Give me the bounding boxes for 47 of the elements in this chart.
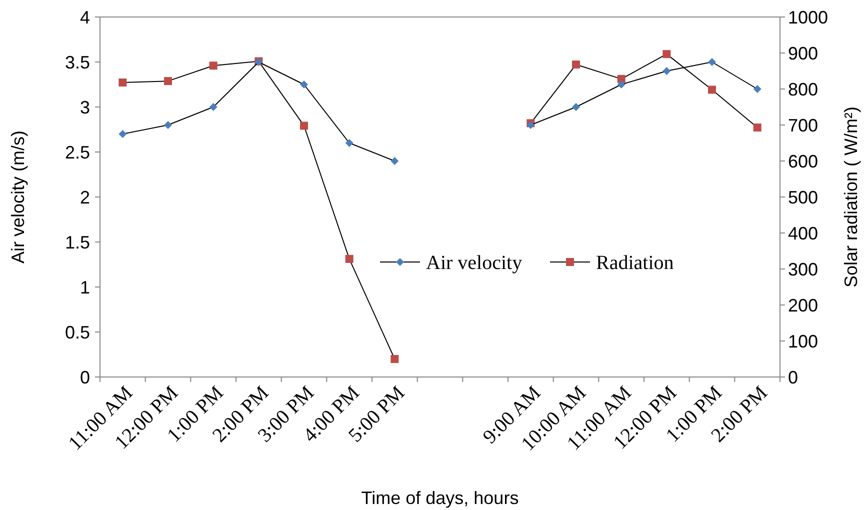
y2-axis-title: Solar radiation ( W/m²) [841,106,861,288]
point [572,60,580,69]
y2-tick-label: 1000 [788,7,828,28]
point [164,121,172,129]
point [390,355,399,363]
y2-tick-label: 500 [788,187,818,208]
y2-tick-label: 800 [788,79,818,100]
point [209,103,218,111]
y-tick-label: 3 [80,97,90,118]
point [390,157,399,165]
point [164,77,172,86]
point [708,86,716,94]
point [209,62,218,70]
y-tick-label: 3.5 [64,52,90,72]
y2-tick-label: 200 [788,295,818,316]
y-tick-label: 1.5 [64,232,90,252]
y2-tick-label: 600 [788,151,818,172]
point [300,80,308,88]
y2-tick-label: 300 [788,259,818,280]
point [118,78,127,87]
point [118,130,127,138]
point [662,67,671,75]
point [753,85,762,93]
y-tick-label: 4 [80,7,90,28]
point [617,74,626,83]
point [617,80,626,88]
legend-label: Radiation [596,252,674,274]
y-tick-label: 0.5 [64,322,90,342]
y-tick-label: 1 [80,277,90,298]
point [572,103,580,111]
point [300,122,308,130]
point [708,58,716,66]
x-axis-title: Time of days, hours [361,488,519,508]
legend-label: Air velocity [426,252,522,274]
y-tick-label: 2 [80,187,90,208]
point [345,254,354,263]
y-axis-title: Air velocity (m/s) [8,130,28,264]
y2-tick-label: 0 [788,367,798,388]
point [662,50,671,58]
point [345,139,354,147]
y2-tick-label: 400 [788,223,818,244]
y2-tick-label: 700 [788,115,818,136]
y-tick-label: 0 [80,367,90,388]
y-tick-label: 2.5 [64,142,90,162]
point [753,124,762,132]
y2-tick-label: 100 [788,331,818,352]
y2-tick-label: 900 [788,43,818,64]
